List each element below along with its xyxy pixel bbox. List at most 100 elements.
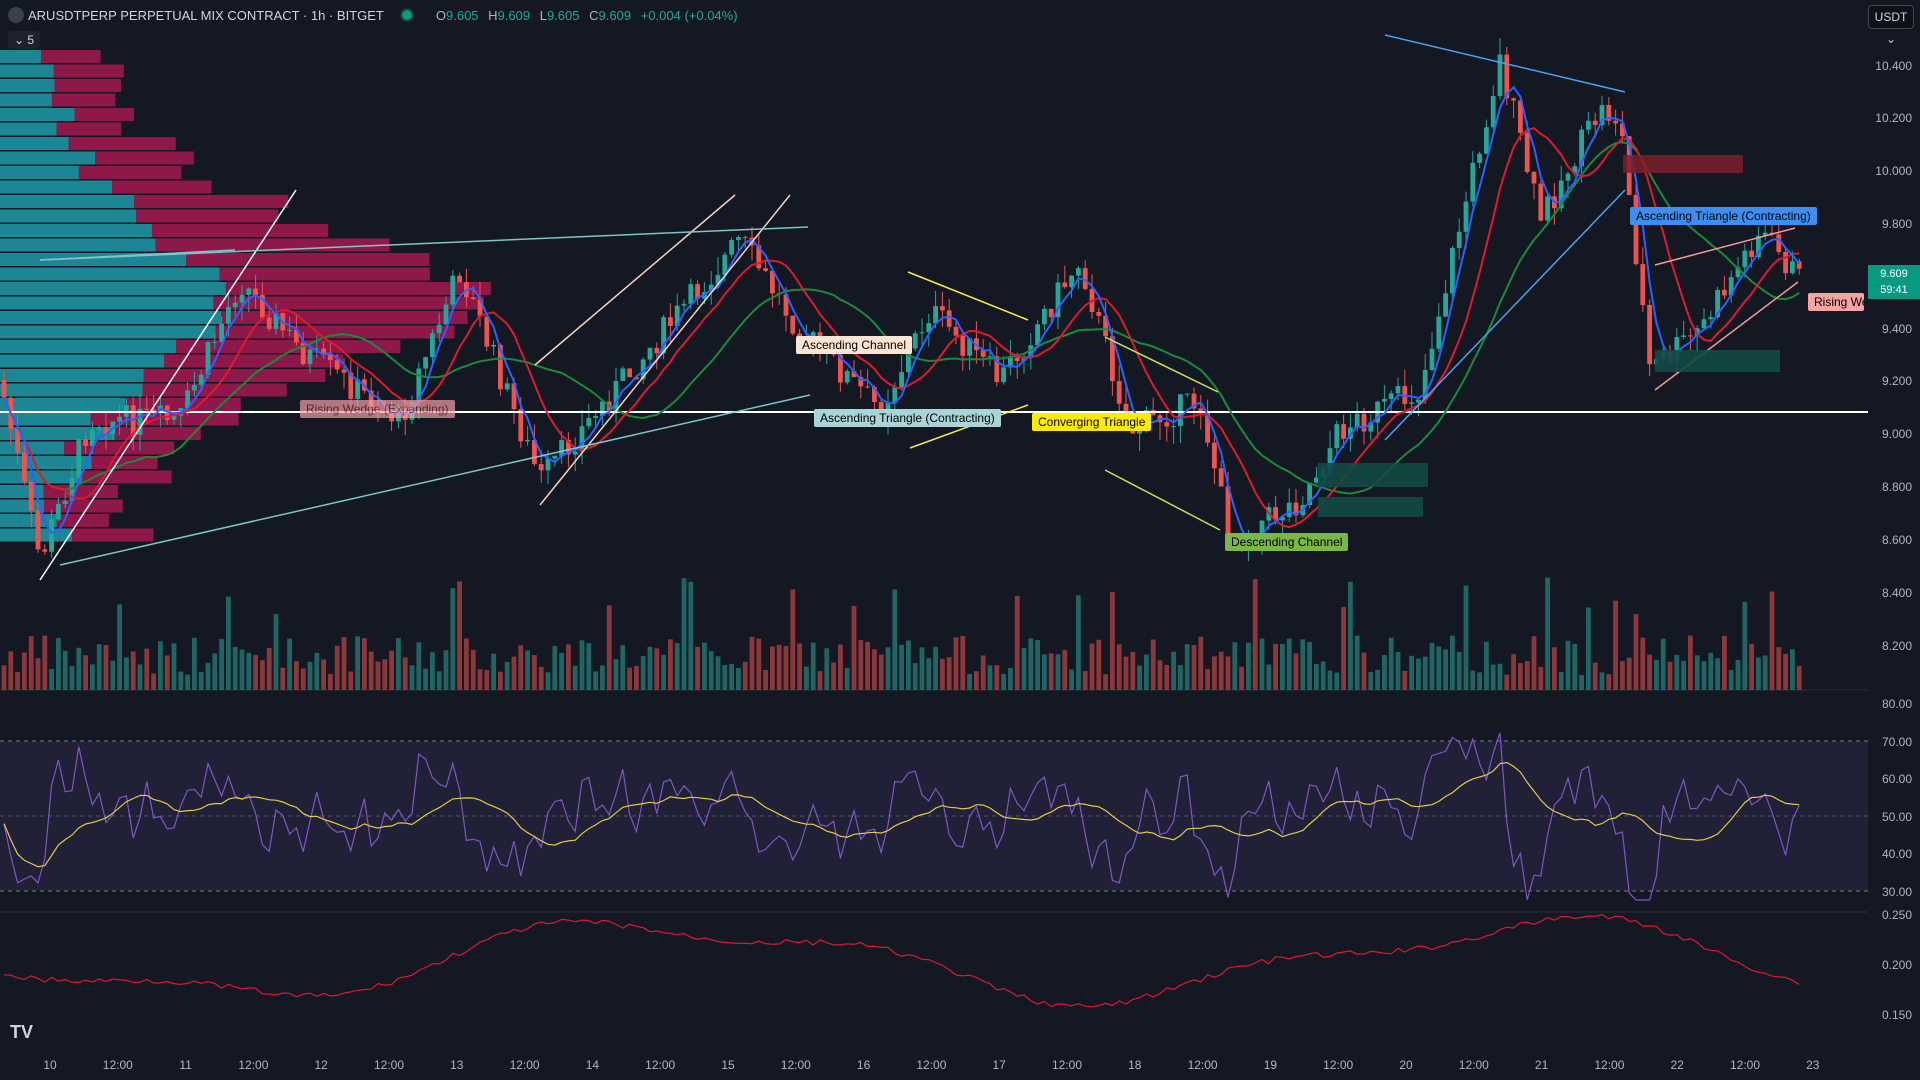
chart-canvas[interactable]	[0, 0, 1868, 1080]
candle-body	[518, 409, 524, 442]
oscillator-line[interactable]	[3, 913, 1800, 1008]
candle-body	[1416, 399, 1421, 403]
candle-body	[219, 323, 224, 342]
market-status-icon[interactable]	[399, 8, 414, 22]
volume-profile-row	[43, 499, 123, 513]
candle-body	[15, 428, 20, 453]
candle-body	[770, 270, 775, 294]
volume-bar	[430, 652, 435, 690]
tradingview-logo[interactable]: TV	[10, 1022, 34, 1042]
ma-mid-line[interactable]	[3, 127, 1800, 529]
trendline[interactable]	[907, 271, 1029, 321]
volume-bar	[212, 653, 218, 690]
volume-bar	[62, 650, 68, 690]
demand-zone[interactable]	[1655, 350, 1780, 372]
candle-body	[1341, 424, 1346, 439]
volume-bar	[1171, 651, 1176, 690]
pattern-label[interactable]: Rising Wedge (Expanding)	[300, 400, 455, 418]
demand-zone[interactable]	[1318, 463, 1428, 487]
volume-bar	[919, 647, 925, 690]
volume-bar	[858, 640, 864, 690]
volume-bar	[1613, 600, 1618, 690]
volume-profile-row	[78, 166, 182, 179]
pattern-label[interactable]: Descending Channel	[1225, 533, 1349, 551]
volume-bar	[1137, 665, 1142, 690]
trendline[interactable]	[534, 194, 736, 366]
volume-bar	[668, 639, 673, 690]
candle-body	[232, 302, 238, 308]
volume-bar	[742, 661, 748, 690]
volume-bar	[1450, 635, 1455, 690]
volume-profile-row	[0, 354, 165, 368]
volume-bar	[1790, 649, 1795, 690]
candle-body	[294, 329, 299, 343]
pattern-label[interactable]: Ascending Triangle (Contracting)	[814, 409, 1001, 427]
volume-bar	[144, 648, 150, 690]
volume-profile-row	[56, 122, 122, 136]
volume-bar	[15, 671, 20, 690]
price-tick: 10.200	[1875, 111, 1912, 125]
candle-body	[192, 384, 197, 391]
price-tick: 9.800	[1881, 217, 1912, 231]
candle-body	[1184, 393, 1190, 395]
candle-body	[708, 284, 714, 293]
candle-body	[253, 288, 258, 295]
candle-body	[341, 369, 347, 373]
volume-bar	[362, 638, 367, 690]
demand-zone[interactable]	[1318, 497, 1423, 517]
pattern-label[interactable]: Ascending Channel	[796, 336, 913, 354]
trendline[interactable]	[39, 189, 297, 581]
volume-bar	[1762, 655, 1768, 690]
volume-profile-row	[0, 398, 126, 411]
volume-bar	[729, 663, 734, 690]
pattern-label[interactable]: Rising Wedge	[1808, 293, 1864, 311]
candle-body	[151, 409, 156, 412]
symbol-logo-icon[interactable]	[8, 7, 24, 23]
pattern-label[interactable]: Ascending Triangle (Contracting)	[1630, 207, 1817, 225]
candle-body	[1504, 54, 1510, 99]
volume-bar	[1246, 642, 1251, 690]
volume-profile-row	[68, 137, 176, 150]
ma-fast-line[interactable]	[3, 85, 1800, 543]
candle-body	[1477, 153, 1482, 163]
candle-body	[613, 381, 619, 412]
volume-profile-row	[0, 267, 220, 281]
trendline[interactable]	[1384, 34, 1626, 93]
pattern-label[interactable]: Converging Triangle	[1032, 413, 1152, 431]
time-tick: 12:00	[780, 1058, 811, 1072]
price-axis[interactable]: 10.400 10.200 10.000 9.800 9.400 9.200 9…	[1868, 0, 1920, 1080]
candle-body	[552, 455, 558, 459]
currency-select[interactable]: USDT ⌄	[1868, 5, 1914, 46]
trendline[interactable]	[1104, 469, 1221, 531]
candle-body	[430, 333, 435, 358]
trendline[interactable]	[59, 394, 811, 566]
volume-bar	[899, 644, 904, 690]
trendline[interactable]	[1654, 227, 1796, 266]
candle-body	[851, 370, 857, 378]
candle-body	[1728, 277, 1734, 296]
volume-bar	[1259, 638, 1265, 690]
volume-bar	[1626, 657, 1632, 690]
volume-bar	[239, 649, 245, 690]
time-tick: 11	[179, 1058, 192, 1072]
trendline[interactable]	[1384, 189, 1626, 441]
volume-bar	[491, 653, 496, 690]
rsi-ma-line[interactable]	[3, 761, 1800, 868]
trendline[interactable]	[39, 226, 809, 261]
candle-body	[1286, 502, 1292, 517]
candle-body	[1715, 289, 1720, 318]
volume-profile-row	[213, 296, 484, 310]
symbol-title[interactable]: ARUSDTPERP PERPETUAL MIX CONTRACT · 1h ·…	[28, 7, 384, 23]
supply-zone[interactable]	[1623, 155, 1743, 173]
trendline[interactable]	[1104, 336, 1219, 393]
volume-bar	[1191, 645, 1197, 690]
rsi-line[interactable]	[3, 732, 1800, 901]
volume-bar	[1150, 639, 1156, 690]
candle-body	[681, 303, 687, 306]
indicators-toggle-button[interactable]: ⌄ 5	[8, 31, 41, 49]
candle-body	[1640, 264, 1646, 305]
trendline[interactable]	[539, 194, 791, 506]
volume-bar	[926, 658, 932, 690]
volume-bar	[647, 646, 653, 690]
volume-bar	[1749, 644, 1754, 690]
